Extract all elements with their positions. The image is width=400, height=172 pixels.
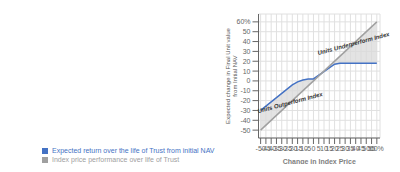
svg-text:20: 20 [243,58,251,65]
svg-text:-50: -50 [240,127,250,134]
svg-text:-20: -20 [240,97,250,104]
svg-text:-30: -30 [240,107,250,114]
svg-text:40: 40 [243,38,251,45]
svg-text:Expected change in Final Unit: Expected change in Final Unit valuefrom … [225,27,238,123]
svg-text:Change in Index Price: Change in Index Price [283,158,356,164]
svg-text:-5: -5 [305,145,311,152]
svg-text:50: 50 [243,28,251,35]
svg-text:60%: 60% [236,18,250,25]
svg-text:-10: -10 [240,87,250,94]
svg-text:0: 0 [247,77,251,84]
svg-text:10: 10 [243,68,251,75]
svg-text:60%: 60% [370,145,384,152]
svg-text:-40: -40 [240,117,250,124]
svg-text:30: 30 [243,48,251,55]
svg-text:Units Outperform Index: Units Outperform Index [257,91,324,114]
svg-text:0: 0 [311,145,315,152]
svg-text:Units Underperform Index: Units Underperform Index [317,31,391,56]
